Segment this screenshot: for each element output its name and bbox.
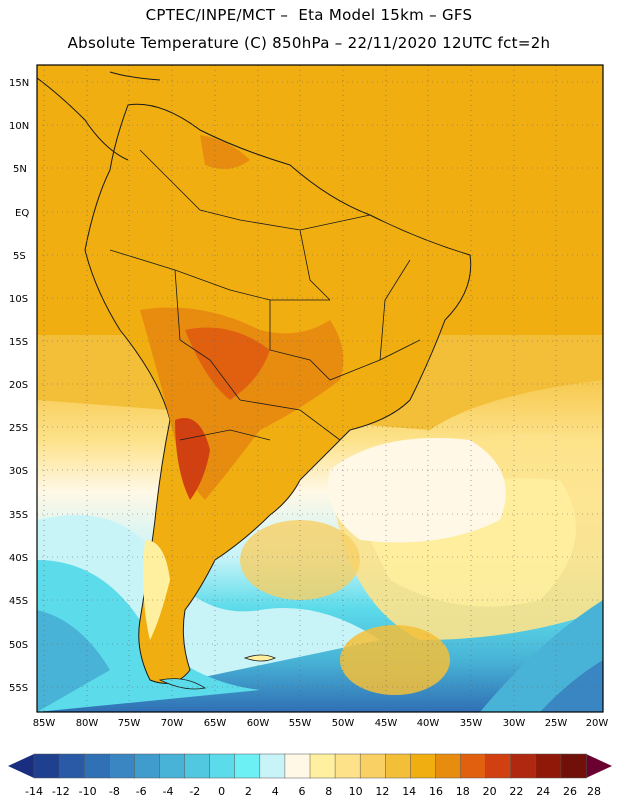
colorbar-swatch (184, 753, 211, 779)
colorbar-swatches (33, 753, 587, 779)
colorbar-label: 6 (299, 785, 306, 798)
colorbar: -14 -12 -10 -8 -6 -4 -2 0 2 4 6 8 10 12 … (8, 753, 612, 798)
lat-label: 15N (9, 78, 29, 89)
colorbar-swatch (560, 753, 587, 779)
longitude-axis: 85W 80W 75W 70W 65W 60W 55W 50W 45W 40W … (33, 718, 609, 729)
colorbar-label: 18 (456, 785, 470, 798)
colorbar-swatch (234, 753, 261, 779)
lon-label: 25W (545, 718, 568, 729)
colorbar-swatch (159, 753, 186, 779)
lat-label: 5S (13, 251, 26, 262)
colorbar-swatch (284, 753, 311, 779)
colorbar-swatch (410, 753, 437, 779)
colorbar-label: 16 (429, 785, 443, 798)
colorbar-label: 22 (509, 785, 523, 798)
colorbar-label: 8 (325, 785, 332, 798)
colorbar-swatch (510, 753, 537, 779)
colorbar-swatch (109, 753, 136, 779)
colorbar-label: 10 (349, 785, 363, 798)
lon-label: 40W (417, 718, 440, 729)
colorbar-label: -8 (109, 785, 120, 798)
lon-label: 45W (375, 718, 398, 729)
colorbar-swatch (259, 753, 286, 779)
lat-label: 55S (9, 683, 28, 694)
lat-label: 20S (9, 380, 28, 391)
colorbar-label: -6 (136, 785, 147, 798)
lat-label: 10S (9, 294, 28, 305)
south-america-landmass (37, 71, 472, 690)
lon-label: 30W (503, 718, 526, 729)
colorbar-label: 0 (218, 785, 225, 798)
colorbar-swatch (58, 753, 85, 779)
lat-label: 10N (9, 121, 29, 132)
colorbar-swatch (535, 753, 562, 779)
colorbar-label: -12 (52, 785, 70, 798)
lon-label: 75W (118, 718, 141, 729)
colorbar-labels: -14 -12 -10 -8 -6 -4 -2 0 2 4 6 8 10 12 … (25, 785, 601, 798)
colorbar-label: 2 (245, 785, 252, 798)
latitude-axis: 15N 10N 5N EQ 5S 10S 15S 20S 25S 30S 35S… (9, 78, 29, 694)
colorbar-label: -10 (79, 785, 97, 798)
colorbar-label: -2 (189, 785, 200, 798)
colorbar-label: 24 (536, 785, 550, 798)
colorbar-label: -4 (163, 785, 174, 798)
lat-label: 45S (9, 596, 28, 607)
colorbar-swatch (134, 753, 161, 779)
colorbar-label: 4 (272, 785, 279, 798)
lat-label: 30S (9, 466, 28, 477)
lon-label: 60W (247, 718, 270, 729)
map-title-line1: CPTEC/INPE/MCT – Eta Model 15km – GFS (145, 6, 473, 24)
colorbar-swatch (334, 753, 361, 779)
colorbar-high-arrow (586, 754, 612, 778)
colorbar-swatch (485, 753, 512, 779)
lon-label: 35W (460, 718, 483, 729)
lat-label: 15S (9, 337, 28, 348)
colorbar-swatch (385, 753, 412, 779)
colorbar-swatch (460, 753, 487, 779)
lon-label: 85W (33, 718, 56, 729)
lat-label: 35S (9, 510, 28, 521)
colorbar-label: -14 (25, 785, 43, 798)
lon-label: 55W (289, 718, 312, 729)
colorbar-label: 14 (402, 785, 416, 798)
colorbar-swatch (435, 753, 462, 779)
colorbar-swatch (309, 753, 336, 779)
lon-label: 70W (161, 718, 184, 729)
lat-label: 50S (9, 640, 28, 651)
colorbar-label: 26 (563, 785, 577, 798)
map-title-line2: Absolute Temperature (C) 850hPa – 22/11/… (67, 34, 551, 52)
colorbar-swatch (209, 753, 236, 779)
lon-label: 50W (332, 718, 355, 729)
colorbar-swatch (33, 753, 60, 779)
lon-label: 80W (76, 718, 99, 729)
colorbar-label: 12 (375, 785, 389, 798)
map-frame (36, 64, 604, 713)
colorbar-swatch (359, 753, 387, 779)
lon-label: 65W (204, 718, 227, 729)
lat-label: 40S (9, 553, 28, 564)
colorbar-low-arrow (8, 754, 34, 778)
lon-label: 20W (586, 718, 609, 729)
colorbar-label: 28 (587, 785, 601, 798)
colorbar-swatch (83, 753, 111, 779)
lat-label: 25S (9, 423, 28, 434)
lat-label: EQ (15, 208, 29, 219)
lat-label: 5N (13, 164, 27, 175)
colorbar-label: 20 (483, 785, 497, 798)
